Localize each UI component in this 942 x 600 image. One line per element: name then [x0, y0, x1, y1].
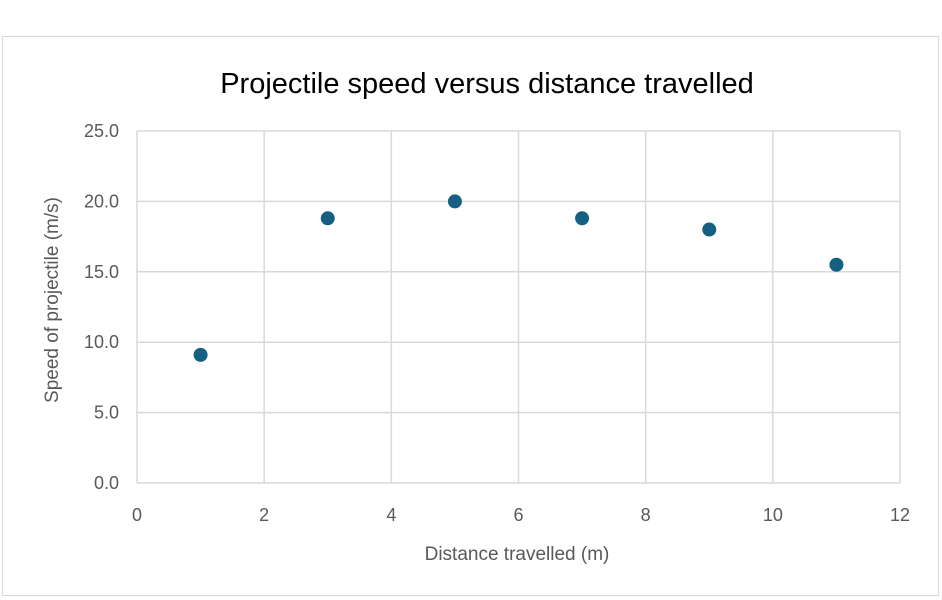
data-point [193, 347, 208, 362]
x-tick-label: 6 [513, 505, 523, 525]
y-tick-label: 20.0 [84, 191, 119, 211]
data-point [575, 211, 590, 226]
chart-area [2, 36, 939, 596]
y-tick-label: 25.0 [84, 121, 119, 141]
y-tick-label: 15.0 [84, 262, 119, 282]
data-points [193, 194, 844, 362]
x-tick-label: 4 [386, 505, 396, 525]
chart-title: Projectile speed versus distance travell… [220, 68, 754, 100]
grid-lines [136, 130, 901, 484]
data-point [702, 222, 717, 237]
data-point [447, 194, 462, 209]
y-axis-title: Speed of projectile (m/s) [42, 197, 63, 403]
x-tick-label: 8 [641, 505, 651, 525]
y-tick-label: 0.0 [94, 473, 119, 493]
tick-labels: 0 2 4 6 8 10 12 0.0 5.0 10.0 15.0 20.0 25.0 [84, 121, 910, 525]
y-tick-label: 5.0 [94, 403, 119, 423]
x-tick-label: 0 [132, 505, 142, 525]
x-axis-title: Distance travelled (m) [425, 544, 610, 565]
y-tick-label: 10.0 [84, 332, 119, 352]
x-tick-label: 12 [890, 505, 910, 525]
data-point [320, 211, 335, 226]
data-point [829, 257, 844, 272]
x-tick-label: 10 [763, 505, 783, 525]
x-tick-label: 2 [259, 505, 269, 525]
